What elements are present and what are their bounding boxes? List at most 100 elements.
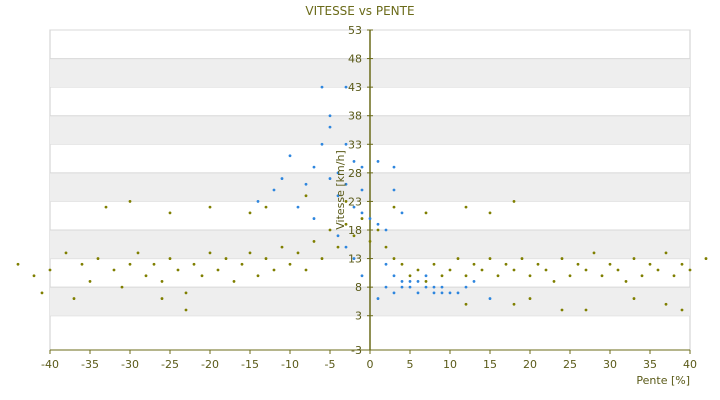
y-tick-label: 13: [348, 253, 362, 266]
data-point-dense: [304, 194, 308, 198]
data-point-sparse: [296, 205, 300, 209]
data-point-dense: [200, 274, 204, 278]
data-point-sparse: [344, 142, 348, 146]
data-point-dense: [224, 257, 228, 260]
data-point-dense: [456, 257, 460, 260]
data-point-dense: [336, 245, 340, 249]
data-point-dense: [328, 228, 332, 232]
y-tick-label: 33: [348, 138, 362, 151]
data-point-dense: [624, 280, 628, 283]
y-tick-label: 53: [348, 24, 362, 37]
data-point-dense: [472, 262, 476, 266]
data-point-dense: [584, 308, 588, 312]
data-point-dense: [296, 251, 300, 255]
data-point-dense: [264, 257, 268, 260]
x-tick-label: 40: [683, 358, 697, 371]
y-tick-label: -3: [351, 344, 362, 357]
data-point-dense: [584, 268, 588, 272]
x-tick-label: 35: [643, 358, 657, 371]
data-point-dense: [664, 251, 668, 255]
data-point-dense: [432, 262, 436, 266]
y-tick-label: 23: [348, 195, 362, 208]
data-point-sparse: [344, 85, 348, 89]
data-point-dense: [576, 262, 580, 266]
data-point-dense: [264, 205, 268, 209]
data-point-dense: [160, 280, 164, 283]
data-point-dense: [512, 200, 516, 203]
data-point-dense: [184, 308, 188, 312]
chart-title: VITESSE vs PENTE: [305, 4, 414, 18]
data-point-dense: [496, 274, 500, 278]
data-point-sparse: [440, 291, 444, 295]
data-point-dense: [160, 297, 164, 300]
x-tick-label: -10: [281, 358, 299, 371]
y-tick-label: 38: [348, 110, 362, 123]
data-point-dense: [520, 257, 524, 260]
data-point-sparse: [448, 291, 452, 295]
data-point-dense: [192, 262, 196, 266]
data-point-dense: [312, 240, 316, 243]
data-point-dense: [288, 262, 292, 266]
data-point-dense: [536, 262, 540, 266]
data-point-dense: [88, 280, 92, 283]
data-point-sparse: [312, 217, 316, 220]
data-point-sparse: [312, 165, 316, 169]
data-point-dense: [216, 268, 220, 272]
x-tick-label: 20: [523, 358, 537, 371]
x-tick-label: -5: [325, 358, 336, 371]
data-point-dense: [240, 262, 244, 266]
data-point-sparse: [384, 262, 388, 266]
data-point-dense: [544, 268, 548, 272]
data-point-sparse: [304, 182, 308, 186]
data-point-sparse: [392, 165, 396, 169]
data-point-sparse: [408, 285, 412, 289]
data-point-dense: [256, 274, 260, 278]
data-point-dense: [528, 274, 532, 278]
data-point-dense: [632, 257, 636, 260]
data-point-sparse: [400, 211, 404, 215]
data-point-dense: [424, 211, 428, 215]
data-point-dense: [128, 262, 132, 266]
data-point-sparse: [424, 285, 428, 289]
data-point-sparse: [416, 280, 420, 283]
data-point-dense: [96, 257, 100, 260]
data-point-dense: [680, 308, 684, 312]
data-point-sparse: [440, 285, 444, 289]
data-point-sparse: [368, 217, 372, 220]
x-tick-label: 10: [443, 358, 457, 371]
series-sparse: [256, 85, 492, 300]
data-point-dense: [168, 211, 172, 215]
data-point-dense: [608, 262, 612, 266]
data-point-dense: [488, 257, 492, 260]
data-point-dense: [360, 217, 364, 220]
data-point-sparse: [456, 291, 460, 295]
data-point-dense: [120, 285, 124, 289]
data-point-sparse: [384, 285, 388, 289]
data-point-dense: [560, 308, 564, 312]
data-point-dense: [464, 302, 468, 306]
data-point-dense: [400, 262, 404, 266]
data-point-dense: [672, 274, 676, 278]
y-tick-label: 18: [348, 224, 362, 237]
x-tick-label: 25: [563, 358, 577, 371]
data-point-sparse: [344, 245, 348, 249]
data-point-sparse: [336, 234, 340, 238]
x-tick-label: 30: [603, 358, 617, 371]
data-point-sparse: [272, 188, 276, 192]
data-point-sparse: [384, 228, 388, 232]
data-point-sparse: [464, 285, 468, 289]
x-tick-label: 0: [367, 358, 374, 371]
data-point-dense: [664, 302, 668, 306]
data-point-sparse: [392, 274, 396, 278]
data-point-dense: [272, 268, 276, 272]
data-point-dense: [344, 222, 348, 226]
data-point-dense: [464, 274, 468, 278]
axes: [49, 29, 691, 354]
data-point-dense: [152, 262, 156, 266]
data-point-dense: [128, 200, 132, 203]
data-point-dense: [464, 205, 468, 209]
data-point-sparse: [352, 257, 356, 260]
data-point-dense: [488, 211, 492, 215]
data-point-dense: [656, 268, 660, 272]
data-point-sparse: [288, 154, 292, 158]
